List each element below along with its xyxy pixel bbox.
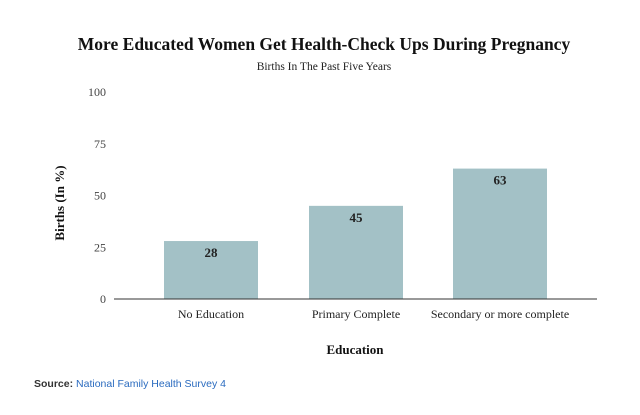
bar-value-label: 28 <box>205 245 219 260</box>
bar <box>309 205 403 299</box>
chart-title: More Educated Women Get Health-Check Ups… <box>77 34 571 54</box>
y-tick-label: 50 <box>94 189 106 203</box>
bar-chart: 0 25 50 75 100 28 45 63 No Education Primary Co… <box>52 85 597 357</box>
source-label: Source: <box>34 378 74 390</box>
y-tick-label: 0 <box>100 292 106 306</box>
bar <box>164 241 258 299</box>
y-axis-ticks: 0 25 50 75 100 <box>88 85 106 306</box>
source-note: Source: National Family Health Survey 4 <box>34 378 226 390</box>
x-axis-title: Education <box>326 342 384 357</box>
y-tick-label: 100 <box>88 85 106 99</box>
y-axis-title: Births (In %) <box>52 165 67 240</box>
x-category-label: No Education <box>178 307 244 321</box>
y-tick-label: 25 <box>94 240 106 254</box>
y-tick-label: 75 <box>94 137 106 151</box>
bar-value-label: 45 <box>350 210 364 225</box>
bar-value-label: 63 <box>494 173 508 188</box>
source-link[interactable]: National Family Health Survey 4 <box>76 378 226 390</box>
x-axis-categories: No Education Primary Complete Secondary or… <box>178 307 569 321</box>
x-category-label: Secondary or more complete <box>431 307 569 321</box>
chart-subtitle: Births In The Past Five Years <box>256 61 392 73</box>
bar <box>453 168 547 299</box>
x-category-label: Primary Complete <box>312 307 400 321</box>
bars: 28 45 63 <box>164 168 547 299</box>
